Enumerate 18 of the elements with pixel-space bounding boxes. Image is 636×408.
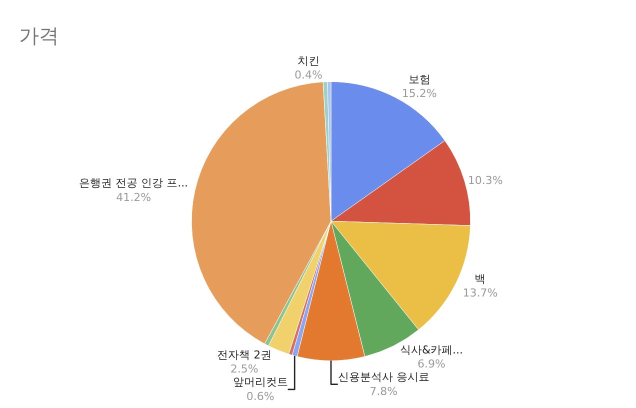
data-label: 41.2%: [116, 190, 152, 204]
data-label: 2.5%: [230, 362, 258, 376]
data-label: 0.4%: [294, 68, 322, 82]
data-label: 0.6%: [246, 390, 274, 404]
slice-label: 전자책 2권: [217, 348, 272, 362]
data-label: 13.7%: [462, 286, 498, 300]
data-label: 6.9%: [418, 358, 446, 371]
slice-label: 앞머리컷트: [232, 376, 288, 389]
slice-label: 은행권 전공 인강 프...: [79, 176, 188, 190]
data-label: 10.3%: [468, 174, 503, 187]
slice-label: 식사&카페...: [400, 343, 464, 356]
data-label: 15.2%: [402, 87, 437, 100]
slice-label: 치킨: [297, 54, 320, 68]
chart-title: 가격: [19, 24, 60, 48]
data-label: 7.8%: [370, 384, 398, 398]
slice-label: 백: [474, 272, 486, 286]
slice-label: 신용분석사 응시료: [338, 370, 430, 384]
slice-label: 보험: [408, 72, 430, 86]
